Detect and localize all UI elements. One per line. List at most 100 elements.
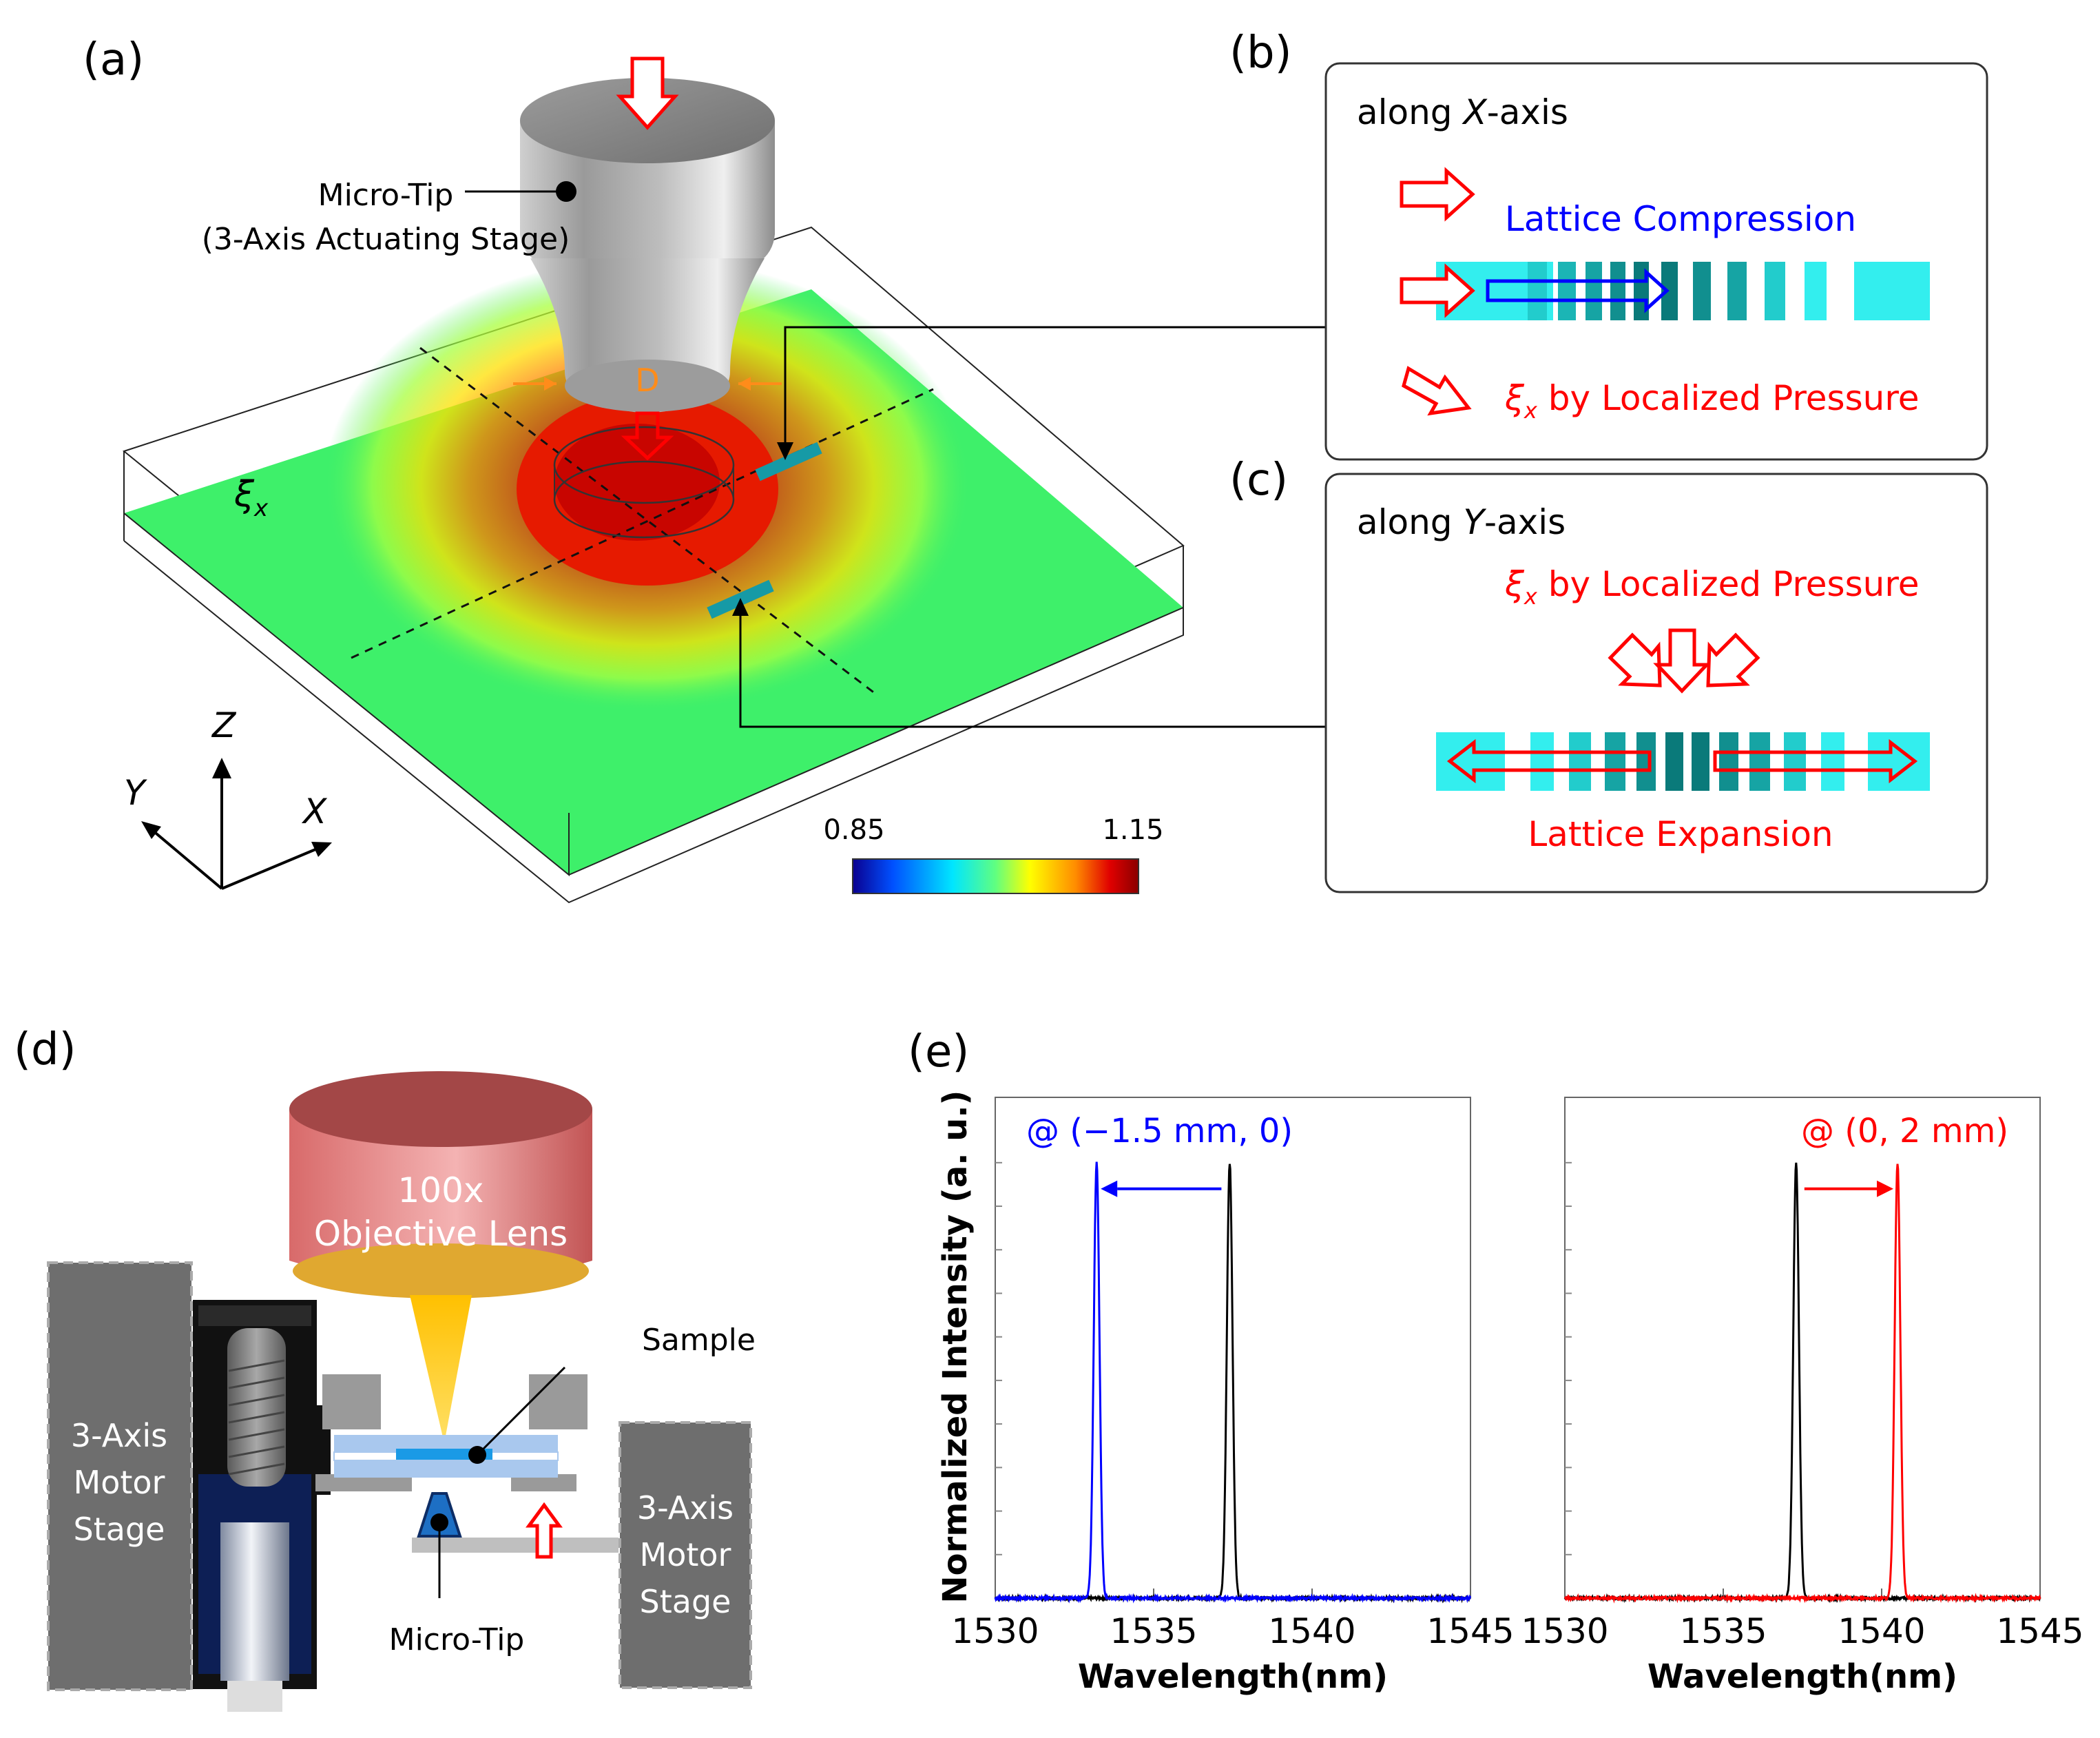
micro-tip-label: Micro-Tip — [389, 1622, 525, 1657]
chart-left-ylabel: Normalized Intensity (a. u.) — [936, 1090, 975, 1604]
lattice-cell — [1692, 732, 1709, 791]
chart-right-frame — [1564, 1097, 2041, 1599]
tip-label-1: Micro-Tip — [318, 178, 454, 213]
chart-right-shift — [1804, 1180, 1893, 1197]
axis-y-arrow-icon — [141, 821, 161, 839]
lattice-cell — [1719, 732, 1738, 791]
motor-right-line-3: Stage — [640, 1583, 731, 1620]
tip-platform — [412, 1538, 618, 1553]
leader-to-b-arrow-icon — [777, 442, 793, 460]
lens-label-1: 100x — [397, 1170, 484, 1210]
slab-bottom — [123, 540, 1184, 904]
x-tick-label: 1545 — [1426, 1611, 1514, 1651]
sample-film — [396, 1449, 492, 1460]
lattice-cell — [1805, 262, 1827, 320]
panel-b-label: (b) — [1229, 28, 1292, 79]
expansion-arrow-right-icon — [1713, 738, 1918, 784]
panel-c-title: along Y-axis — [1357, 502, 1566, 542]
pressure-label-c: ξx by Localized Pressure — [1504, 564, 1920, 610]
chart-right-xlabel: Wavelength(nm) — [1647, 1657, 1957, 1696]
lattice-cell — [1765, 262, 1785, 320]
colorbar — [852, 858, 1139, 894]
axis-x-label: X — [301, 792, 328, 831]
sample-pointer-dot — [468, 1446, 486, 1464]
series-line-strained — [994, 1161, 1472, 1604]
panel-a: (a) — [83, 34, 1326, 904]
lattice-cell — [1605, 732, 1625, 791]
lattice-cell — [1661, 262, 1678, 320]
chart-left-series — [994, 1161, 1472, 1604]
slab-front-left — [123, 451, 570, 877]
sample-glass-bottom — [334, 1460, 558, 1478]
motor-left-line-3: Stage — [74, 1511, 165, 1548]
lattice-cell — [1636, 732, 1656, 791]
chart-left: @ (−1.5 mm, 0) Normalized Intensity (a. … — [936, 1090, 1515, 1696]
axis-x-line — [221, 845, 324, 890]
clamp-right — [529, 1374, 588, 1429]
dim-arrow-left-icon — [544, 377, 557, 391]
motor-stage-left — [47, 1261, 193, 1691]
x-tick-label: 1540 — [1838, 1611, 1925, 1651]
motor-stage-right — [618, 1421, 752, 1689]
lattice-cell — [1821, 732, 1844, 791]
axis-z-label: Z — [211, 705, 237, 745]
x-tick-label: 1535 — [1679, 1611, 1767, 1651]
lattice-cell — [1558, 262, 1576, 320]
leader-to-c — [739, 606, 1326, 728]
force-arrow-right-icon — [1706, 632, 1760, 687]
dashed-line-y — [419, 346, 879, 697]
clamp-left — [322, 1374, 381, 1429]
panel-d: (d) 3-Axis Motor Stage 100x Objective — [14, 1024, 756, 1712]
axis-x-arrow-icon — [311, 842, 332, 857]
lattice-cell — [1436, 732, 1505, 791]
lattice-cell — [1693, 262, 1711, 320]
expansion-arrow-left-icon — [1446, 738, 1652, 784]
strain-core — [554, 424, 720, 541]
panel-e: (e) @ (−1.5 mm, 0) Normalized Intensity … — [908, 1026, 2084, 1696]
panel-b-box — [1324, 62, 1988, 461]
x-tick-label: 1545 — [1996, 1611, 2083, 1651]
x-tick-label: 1535 — [1110, 1611, 1197, 1651]
panel-c: (c) along Y-axis ξx by Localized Pressur… — [1229, 455, 1988, 893]
rod — [220, 1522, 289, 1681]
lattice-cell — [1784, 732, 1806, 791]
x-tick-label: 1530 — [1521, 1611, 1608, 1651]
tip-bottom-face — [565, 360, 730, 412]
lattice-cell — [1528, 262, 1547, 320]
dashed-line-x — [351, 388, 934, 659]
chart-right-title: @ (0, 2 mm) — [1801, 1112, 2008, 1150]
sensor-bar-x — [755, 442, 822, 482]
lattice-cell — [1727, 262, 1747, 320]
rod-end — [227, 1681, 282, 1712]
lattice-cell — [1586, 262, 1602, 320]
colorbar-max: 1.15 — [1102, 814, 1163, 846]
holder-top — [198, 1305, 311, 1326]
lattice-cell — [1665, 732, 1683, 791]
press-arrow-top-icon — [616, 56, 679, 130]
compression-arrow-icon — [1486, 268, 1670, 313]
chart-left-ticks: 1530 1535 1540 1545 — [951, 1589, 1515, 1651]
strain-label: ξx — [233, 474, 269, 522]
tip-upper-body — [520, 121, 775, 269]
tip-label-2: (3-Axis Actuating Stage) — [202, 222, 570, 257]
chart-left-xlabel: Wavelength(nm) — [1078, 1657, 1388, 1696]
dim-label: D — [635, 362, 659, 399]
axis-y-line — [147, 825, 223, 890]
series-line-strained — [1563, 1163, 2041, 1604]
lens-body — [289, 1109, 592, 1285]
lattice-expansion-label: Lattice Expansion — [1528, 814, 1833, 854]
force-arrow-3-icon — [1402, 366, 1472, 416]
chart-left-title: @ (−1.5 mm, 0) — [1026, 1112, 1293, 1150]
chart-right-yticks — [1565, 1161, 1572, 1555]
lattice-cell — [1610, 262, 1625, 320]
panel-d-label: (d) — [14, 1024, 76, 1075]
shift-arrow-icon — [1877, 1180, 1893, 1197]
chart-left-shift — [1101, 1180, 1222, 1197]
shift-arrow-icon — [1101, 1180, 1118, 1197]
axis-y-label: Y — [124, 773, 147, 813]
light-cone — [410, 1295, 472, 1443]
panel-e-label: (e) — [908, 1026, 969, 1077]
lens-bottom — [293, 1243, 589, 1299]
x-tick-label: 1540 — [1268, 1611, 1355, 1651]
